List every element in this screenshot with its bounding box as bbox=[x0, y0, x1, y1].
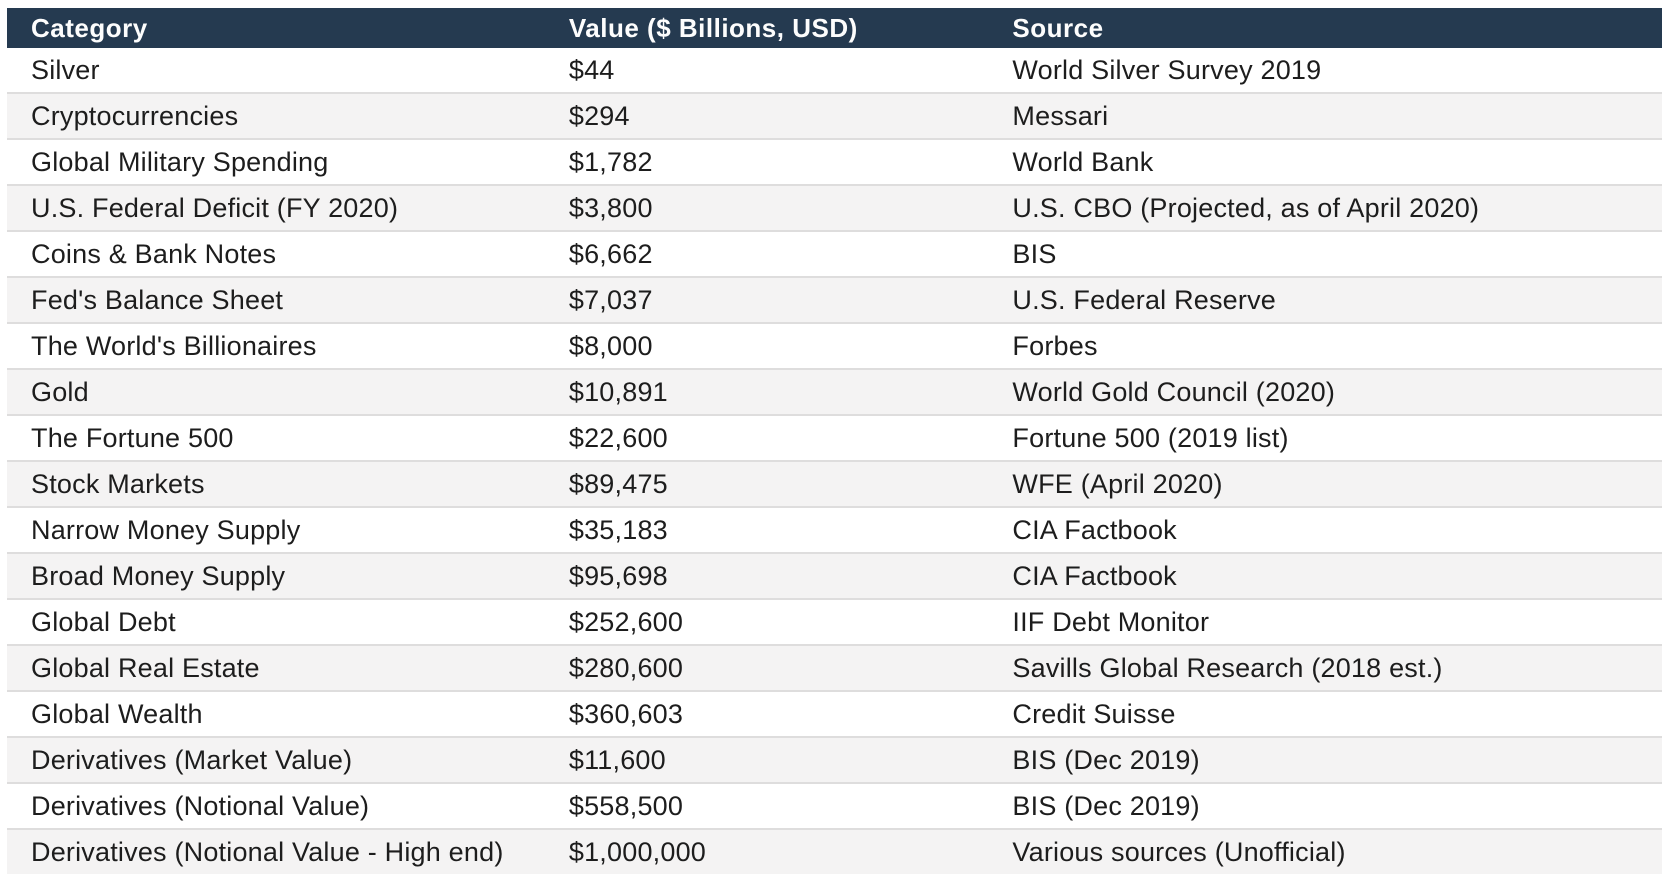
cell-category: U.S. Federal Deficit (FY 2020) bbox=[31, 192, 399, 223]
cell-category: Derivatives (Notional Value - High end) bbox=[31, 836, 504, 867]
cell-source: Messari bbox=[1012, 100, 1109, 131]
cell-category: Global Real Estate bbox=[31, 652, 260, 683]
cell-value: $89,475 bbox=[568, 468, 668, 499]
table-header: Category Value ($ Billions, USD) Source bbox=[7, 8, 1662, 48]
cell-source: Various sources (Unofficial) bbox=[1012, 836, 1346, 867]
table-row: Derivatives (Market Value) $11,600 BIS (… bbox=[7, 737, 1662, 783]
cell-value: $280,600 bbox=[568, 652, 684, 683]
cell-value: $252,600 bbox=[568, 606, 684, 637]
table-row: Cryptocurrencies $294 Messari bbox=[7, 93, 1662, 139]
cell-value: $1,000,000 bbox=[568, 836, 707, 867]
table-row: Derivatives (Notional Value - High end) … bbox=[7, 829, 1662, 874]
cell-category: Silver bbox=[31, 54, 100, 85]
cell-category: Stock Markets bbox=[31, 468, 205, 499]
cell-value: $558,500 bbox=[568, 790, 684, 821]
cell-value: $3,800 bbox=[568, 192, 653, 223]
cell-value: $35,183 bbox=[568, 514, 668, 545]
table-row: Silver $44 World Silver Survey 2019 bbox=[7, 48, 1662, 93]
cell-category: Global Military Spending bbox=[31, 146, 329, 177]
cell-source: World Bank bbox=[1012, 146, 1154, 177]
cell-category: Coins & Bank Notes bbox=[31, 238, 277, 269]
cell-source: Fortune 500 (2019 list) bbox=[1012, 422, 1289, 453]
cell-value: $8,000 bbox=[568, 330, 653, 361]
cell-value: $7,037 bbox=[568, 284, 653, 315]
cell-value: $22,600 bbox=[568, 422, 668, 453]
cell-source: CIA Factbook bbox=[1012, 560, 1177, 591]
cell-category: Global Wealth bbox=[31, 698, 203, 729]
cell-source: U.S. Federal Reserve bbox=[1012, 284, 1277, 315]
asset-values-table: Category Value ($ Billions, USD) Source … bbox=[7, 8, 1662, 874]
table-row: Gold $10,891 World Gold Council (2020) bbox=[7, 369, 1662, 415]
cell-source: Credit Suisse bbox=[1012, 698, 1176, 729]
cell-category: Gold bbox=[31, 376, 89, 407]
table-row: Stock Markets $89,475 WFE (April 2020) bbox=[7, 461, 1662, 507]
table-row: Derivatives (Notional Value) $558,500 BI… bbox=[7, 783, 1662, 829]
cell-source: IIF Debt Monitor bbox=[1012, 606, 1210, 637]
table-row: Broad Money Supply $95,698 CIA Factbook bbox=[7, 553, 1662, 599]
table-row: Narrow Money Supply $35,183 CIA Factbook bbox=[7, 507, 1662, 553]
cell-category: Derivatives (Market Value) bbox=[31, 744, 353, 775]
table-body: Silver $44 World Silver Survey 2019 Cryp… bbox=[7, 48, 1662, 874]
table-header-row: Category Value ($ Billions, USD) Source bbox=[7, 8, 1662, 48]
cell-value: $11,600 bbox=[568, 744, 666, 775]
cell-source: Forbes bbox=[1012, 330, 1098, 361]
cell-category: Broad Money Supply bbox=[31, 560, 286, 591]
cell-category: Fed's Balance Sheet bbox=[31, 284, 284, 315]
cell-value: $44 bbox=[568, 54, 615, 85]
cell-category: The World's Billionaires bbox=[31, 330, 317, 361]
table-row: Global Wealth $360,603 Credit Suisse bbox=[7, 691, 1662, 737]
table-row: The World's Billionaires $8,000 Forbes bbox=[7, 323, 1662, 369]
cell-source: WFE (April 2020) bbox=[1012, 468, 1223, 499]
cell-source: BIS (Dec 2019) bbox=[1012, 790, 1200, 821]
column-header-source: Source bbox=[988, 8, 1662, 48]
cell-source: U.S. CBO (Projected, as of April 2020) bbox=[1012, 192, 1480, 223]
cell-source: World Gold Council (2020) bbox=[1012, 376, 1336, 407]
column-header-category: Category bbox=[7, 8, 545, 48]
column-header-value: Value ($ Billions, USD) bbox=[544, 8, 989, 48]
cell-value: $360,603 bbox=[568, 698, 684, 729]
cell-value: $6,662 bbox=[568, 238, 653, 269]
cell-value: $1,782 bbox=[568, 146, 653, 177]
cell-category: The Fortune 500 bbox=[31, 422, 234, 453]
cell-category: Global Debt bbox=[31, 606, 176, 637]
table-row: Global Debt $252,600 IIF Debt Monitor bbox=[7, 599, 1662, 645]
table-row: Fed's Balance Sheet $7,037 U.S. Federal … bbox=[7, 277, 1662, 323]
cell-source: BIS (Dec 2019) bbox=[1012, 744, 1200, 775]
cell-source: World Silver Survey 2019 bbox=[1012, 54, 1322, 85]
table-row: Global Military Spending $1,782 World Ba… bbox=[7, 139, 1662, 185]
cell-source: Savills Global Research (2018 est.) bbox=[1012, 652, 1443, 683]
cell-source: BIS bbox=[1012, 238, 1057, 269]
table-row: Global Real Estate $280,600 Savills Glob… bbox=[7, 645, 1662, 691]
cell-category: Narrow Money Supply bbox=[31, 514, 301, 545]
cell-value: $294 bbox=[568, 100, 630, 131]
cell-category: Derivatives (Notional Value) bbox=[31, 790, 370, 821]
cell-value: $95,698 bbox=[568, 560, 668, 591]
table-row: The Fortune 500 $22,600 Fortune 500 (201… bbox=[7, 415, 1662, 461]
table-row: U.S. Federal Deficit (FY 2020) $3,800 U.… bbox=[7, 185, 1662, 231]
table-row: Coins & Bank Notes $6,662 BIS bbox=[7, 231, 1662, 277]
cell-value: $10,891 bbox=[568, 376, 668, 407]
cell-category: Cryptocurrencies bbox=[31, 100, 239, 131]
cell-source: CIA Factbook bbox=[1012, 514, 1177, 545]
